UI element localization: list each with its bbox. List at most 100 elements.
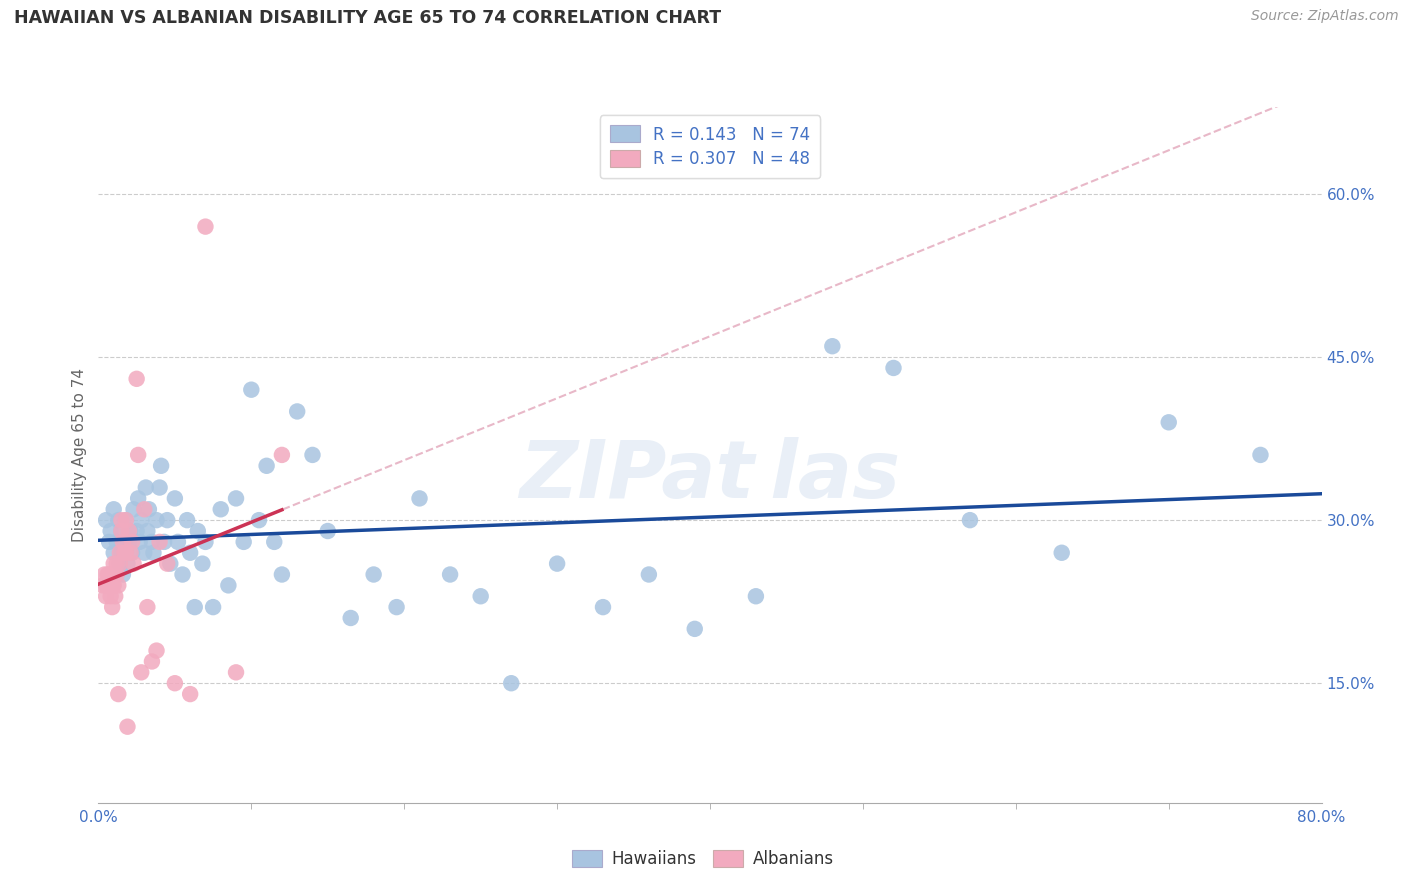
Point <box>256 458 278 473</box>
Point <box>98 534 121 549</box>
Point <box>121 546 143 560</box>
Point <box>439 567 461 582</box>
Point <box>501 676 523 690</box>
Point <box>172 567 194 582</box>
Point <box>100 524 122 538</box>
Point <box>270 448 292 462</box>
Point <box>117 557 139 571</box>
Point <box>112 534 135 549</box>
Point <box>110 524 132 538</box>
Legend: Hawaiians, Albanians: Hawaiians, Albanians <box>565 843 841 875</box>
Point <box>179 546 201 560</box>
Point <box>108 557 131 571</box>
Point <box>104 567 127 582</box>
Point <box>98 567 121 582</box>
Y-axis label: Disability Age 65 to 74: Disability Age 65 to 74 <box>72 368 87 542</box>
Point <box>103 578 125 592</box>
Point <box>194 534 217 549</box>
Point <box>149 534 172 549</box>
Point <box>270 567 292 582</box>
Point <box>142 546 165 560</box>
Point <box>125 372 148 386</box>
Point <box>120 524 142 538</box>
Point <box>592 600 614 615</box>
Point <box>110 513 132 527</box>
Point <box>118 524 141 538</box>
Point <box>240 383 263 397</box>
Point <box>105 557 128 571</box>
Point <box>683 622 706 636</box>
Point <box>129 665 152 680</box>
Point <box>184 600 207 615</box>
Point <box>194 219 217 234</box>
Point <box>156 557 179 571</box>
Point <box>141 655 163 669</box>
Point <box>1157 415 1180 429</box>
Point <box>167 534 190 549</box>
Point <box>111 567 134 582</box>
Point <box>141 534 163 549</box>
Point <box>470 589 492 603</box>
Point <box>101 578 124 592</box>
Point <box>546 557 568 571</box>
Point <box>115 513 138 527</box>
Point <box>225 665 247 680</box>
Point <box>316 524 339 538</box>
Point <box>94 513 117 527</box>
Point <box>120 546 142 560</box>
Point <box>105 534 128 549</box>
Point <box>121 534 143 549</box>
Point <box>163 491 186 506</box>
Point <box>209 502 232 516</box>
Point <box>637 567 661 582</box>
Text: HAWAIIAN VS ALBANIAN DISABILITY AGE 65 TO 74 CORRELATION CHART: HAWAIIAN VS ALBANIAN DISABILITY AGE 65 T… <box>14 9 721 27</box>
Point <box>112 546 135 560</box>
Point <box>138 502 160 516</box>
Point <box>108 557 131 571</box>
Point <box>153 534 176 549</box>
Point <box>125 524 148 538</box>
Point <box>247 513 270 527</box>
Point <box>111 534 134 549</box>
Point <box>163 676 186 690</box>
Point <box>107 513 129 527</box>
Point <box>301 448 323 462</box>
Point <box>128 534 150 549</box>
Point <box>127 448 149 462</box>
Point <box>97 567 120 582</box>
Point <box>127 491 149 506</box>
Point <box>187 524 209 538</box>
Point <box>883 361 905 376</box>
Point <box>821 339 844 353</box>
Point <box>103 557 125 571</box>
Point <box>136 600 159 615</box>
Point <box>408 491 430 506</box>
Point <box>100 567 122 582</box>
Point <box>134 502 156 516</box>
Point <box>217 578 239 592</box>
Point <box>107 687 129 701</box>
Point <box>110 524 132 538</box>
Point <box>745 589 768 603</box>
Point <box>363 567 385 582</box>
Point <box>145 643 167 657</box>
Point <box>136 524 159 538</box>
Point <box>135 481 157 495</box>
Point <box>105 567 128 582</box>
Point <box>101 600 124 615</box>
Point <box>108 546 131 560</box>
Point <box>339 611 361 625</box>
Point <box>122 502 145 516</box>
Point <box>115 546 138 560</box>
Point <box>176 513 198 527</box>
Point <box>959 513 981 527</box>
Text: Source: ZipAtlas.com: Source: ZipAtlas.com <box>1251 9 1399 23</box>
Point <box>103 567 125 582</box>
Point <box>232 534 254 549</box>
Point <box>191 557 214 571</box>
Point <box>103 502 125 516</box>
Point <box>202 600 225 615</box>
Point <box>104 589 127 603</box>
Point <box>385 600 408 615</box>
Point <box>179 687 201 701</box>
